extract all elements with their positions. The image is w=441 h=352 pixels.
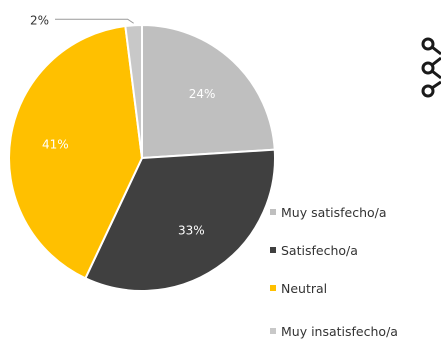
legend-swatch: [270, 328, 276, 334]
pie-data-labels: 24% 33% 41% 2%: [30, 13, 215, 237]
slice-satisfecho: [84, 148, 276, 292]
legend-label: Satisfecho/a: [281, 242, 358, 258]
data-label: 2%: [30, 13, 49, 27]
legend-label: Neutral: [281, 280, 328, 296]
legend-swatch: [270, 247, 276, 253]
legend-item-neutral: Neutral: [270, 278, 327, 298]
pie-slices: [8, 23, 276, 292]
legend-item-muy-satisfecho: Muy satisfecho/a: [270, 202, 387, 222]
legend-item-muy-insatisfecho: Muy insatisfecho/a: [270, 321, 398, 341]
slice-neutral: [8, 24, 144, 280]
data-label: 24%: [189, 87, 216, 101]
slice-muy-satisfecho: [141, 23, 276, 160]
slice-muy-insatisfecho: [124, 23, 143, 159]
legend-swatch: [270, 209, 276, 215]
data-label: 33%: [178, 224, 205, 238]
share-icon[interactable]: [418, 34, 441, 104]
legend-label: Muy insatisfecho/a: [281, 323, 398, 339]
data-label: 41%: [42, 137, 69, 151]
legend-swatch: [270, 285, 276, 291]
legend-item-satisfecho: Satisfecho/a: [270, 240, 358, 260]
legend-label: Muy satisfecho/a: [281, 204, 387, 220]
leader-line: [55, 18, 134, 24]
